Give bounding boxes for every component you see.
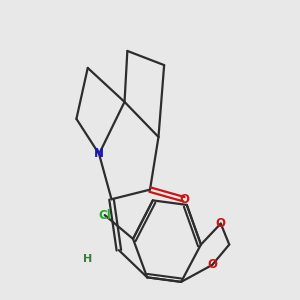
Text: O: O bbox=[179, 193, 189, 206]
Text: Cl: Cl bbox=[98, 208, 111, 222]
Text: O: O bbox=[207, 258, 217, 272]
Text: N: N bbox=[94, 148, 104, 160]
Text: O: O bbox=[216, 217, 226, 230]
Text: H: H bbox=[83, 254, 92, 264]
